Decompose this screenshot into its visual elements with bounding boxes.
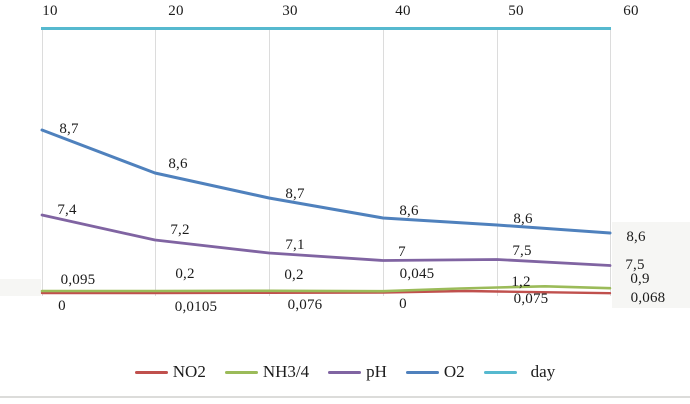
ph-data-label: 7	[398, 244, 406, 260]
legend-line-nh34-icon	[224, 370, 258, 374]
legend-line-o2-icon	[405, 370, 439, 374]
legend-item-no2: NO2	[134, 362, 206, 382]
nh34-series-line	[40, 284, 612, 293]
legend-item-day: day	[483, 362, 556, 382]
scan-shade-right	[612, 222, 690, 308]
ph-series-line	[40, 213, 612, 267]
o2-series-line	[40, 128, 612, 235]
day-label: 50	[508, 3, 524, 19]
o2-data-label: 8,6	[626, 229, 646, 245]
legend-line-day-icon	[483, 370, 517, 374]
day-label: 60	[623, 3, 639, 19]
legend-item-o2: O2	[405, 362, 465, 382]
ph-data-label: 7,2	[170, 222, 190, 238]
no2-data-label: 0,075	[513, 291, 549, 307]
o2-data-label: 8,7	[59, 121, 79, 137]
nh34-data-label: 1,2	[511, 274, 531, 290]
no2-data-label: 0	[58, 298, 66, 314]
no2-data-label: 0,076	[287, 297, 323, 313]
legend-label-day: day	[530, 362, 556, 381]
nh34-data-label: 0,9	[630, 271, 650, 287]
chart-legend: NO2 NH3/4 pH O2 day	[0, 362, 690, 382]
vertical-gridlines	[42, 29, 611, 296]
page-divider	[0, 396, 690, 398]
o2-data-label: 8,7	[285, 186, 305, 202]
day-label: 20	[168, 3, 184, 19]
no2-data-label: 0	[399, 296, 407, 312]
ph-data-label: 7,5	[625, 257, 645, 273]
day-label: 30	[282, 3, 298, 19]
no2-data-label: 0,068	[630, 290, 666, 306]
nh34-data-label: 0,2	[175, 266, 195, 282]
day-label: 40	[395, 3, 411, 19]
legend-label-nh34: NH3/4	[262, 362, 310, 381]
o2-data-label: 8,6	[168, 156, 188, 172]
day-label: 10	[42, 3, 58, 19]
legend-item-nh34: NH3/4	[224, 362, 310, 382]
legend-label-no2: NO2	[172, 362, 206, 381]
legend-line-no2-icon	[134, 370, 168, 374]
o2-data-label: 8,6	[399, 203, 419, 219]
no2-data-label: 0,0105	[174, 299, 218, 315]
legend-label-o2: O2	[443, 362, 465, 381]
legend-item-ph: pH	[328, 362, 387, 382]
legend-label-ph: pH	[366, 362, 387, 381]
o2-data-label: 8,6	[513, 211, 533, 227]
scan-shade-left	[0, 279, 41, 296]
legend-line-ph-icon	[328, 370, 362, 374]
ph-data-label: 7,5	[512, 243, 532, 259]
nh34-data-label: 0,2	[284, 267, 304, 283]
ph-data-label: 7,4	[57, 202, 77, 218]
nh34-data-label: 0,045	[399, 266, 435, 282]
nh34-data-label: 0,095	[60, 272, 96, 288]
ph-data-label: 7,1	[285, 237, 305, 253]
